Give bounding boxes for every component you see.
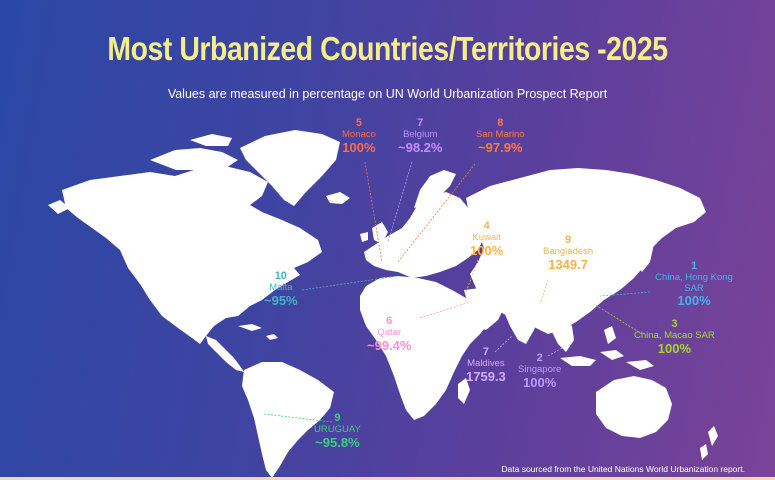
label-hong-kong: 1 China, Hong Kong SAR 100% — [654, 260, 734, 309]
landmass-arabian-peninsula — [464, 288, 504, 330]
rank: 4 — [483, 220, 490, 232]
leader-line-monaco — [364, 161, 383, 263]
label-belgium: 7 Belgium ~98.2% — [398, 117, 442, 156]
bottom-strip — [0, 477, 775, 480]
page-title: Most Urbanized Countries/Territories -20… — [107, 30, 668, 67]
landmass-new-zealand — [700, 426, 718, 460]
value: ~95.8% — [315, 434, 360, 450]
country-name: Monaco — [342, 128, 376, 140]
country-name: China, Macao SAR — [634, 329, 715, 341]
label-san-marino: 8 San Marino ~97.9% — [476, 117, 525, 156]
landmass-australia — [596, 376, 672, 438]
landmass-europe — [364, 192, 484, 278]
landmass-iceland — [326, 192, 350, 204]
landmass-north-america — [62, 166, 322, 344]
label-kuwait: 4 Kuwait 100% — [470, 220, 503, 259]
landmass-madagascar — [458, 378, 470, 404]
rank: 6 — [386, 315, 393, 327]
country-name: San Marino — [476, 128, 525, 140]
landmass-japan — [636, 232, 654, 272]
value: ~98.2% — [398, 139, 443, 155]
label-malta: 10 Malta ~95% — [264, 270, 298, 309]
country-name: Belgium — [403, 128, 438, 140]
landmass-africa — [360, 276, 488, 420]
leader-line-maldives — [494, 335, 513, 353]
landmass-central-america — [206, 336, 244, 372]
value: ~95% — [264, 292, 298, 308]
rank: 2 — [536, 352, 543, 364]
landmass-indonesia — [560, 326, 654, 370]
value: 100% — [677, 293, 711, 309]
label-monaco: 5 Monaco 100% — [342, 117, 376, 156]
page-subtitle: Values are measured in percentage on UN … — [167, 87, 608, 101]
landmass-arctic-islands — [150, 134, 238, 170]
rank: 7 — [482, 346, 489, 358]
value: 100% — [523, 374, 557, 390]
leader-line-bangladesh — [539, 279, 549, 305]
landmass-southeast-asia — [548, 318, 574, 352]
value: 1349.7 — [548, 256, 588, 272]
leader-line-kuwait — [465, 259, 479, 293]
leader-line-macao — [593, 303, 643, 335]
label-uruguay: 9 URUGUAY ~95.8% — [314, 412, 361, 451]
value: ~99.4% — [367, 337, 412, 353]
rank: 3 — [671, 318, 678, 330]
country-name: Singapore — [518, 363, 562, 375]
country-name: Bangladesh — [543, 245, 594, 257]
country-name: Qatar — [377, 326, 402, 338]
label-macao: 3 China, Macao SAR 100% — [634, 318, 715, 357]
rank: 5 — [355, 117, 362, 129]
label-qatar: 6 Qatar ~99.4% — [367, 315, 411, 354]
value: 100% — [342, 139, 376, 155]
landmass-south-america — [242, 362, 334, 478]
rank: 9 — [565, 234, 572, 246]
landmass-caribbean — [238, 324, 278, 340]
country-name: Malta — [269, 281, 293, 293]
source-note: Data sourced from the United Nations Wor… — [501, 464, 745, 474]
country-name: China, Hong Kong SAR — [655, 271, 733, 294]
rank: 8 — [497, 117, 504, 129]
label-bangladesh: 9 Bangladesh 1349.7 — [543, 234, 593, 273]
label-maldives: 7 Maldives 1759.3 — [466, 346, 506, 385]
landmass-british-isles — [360, 222, 388, 244]
value: 1759.3 — [466, 368, 506, 384]
landmass-alaska — [48, 200, 70, 214]
leader-line-singapore — [547, 347, 563, 357]
value: 100% — [657, 340, 692, 356]
landmass-greenland — [240, 130, 340, 206]
rank: 10 — [274, 270, 287, 282]
value: ~97.9% — [478, 139, 523, 155]
landmass-asia — [466, 168, 706, 334]
leader-line-qatar — [419, 301, 471, 319]
landmass-india — [504, 296, 540, 344]
landmass-scandinavia — [414, 170, 456, 208]
leader-line-hong-kong — [599, 291, 651, 297]
leader-line-uruguay — [263, 413, 333, 423]
rank: 9 — [334, 412, 341, 424]
label-singapore: 2 Singapore 100% — [518, 352, 561, 391]
country-name: URUGUAY — [314, 423, 361, 435]
value: 100% — [470, 242, 504, 258]
leader-line-malta — [301, 275, 399, 291]
country-name: Kuwait — [472, 231, 501, 243]
rank: 1 — [690, 260, 698, 272]
country-name: Maldives — [467, 357, 505, 369]
rank: 7 — [417, 117, 424, 129]
